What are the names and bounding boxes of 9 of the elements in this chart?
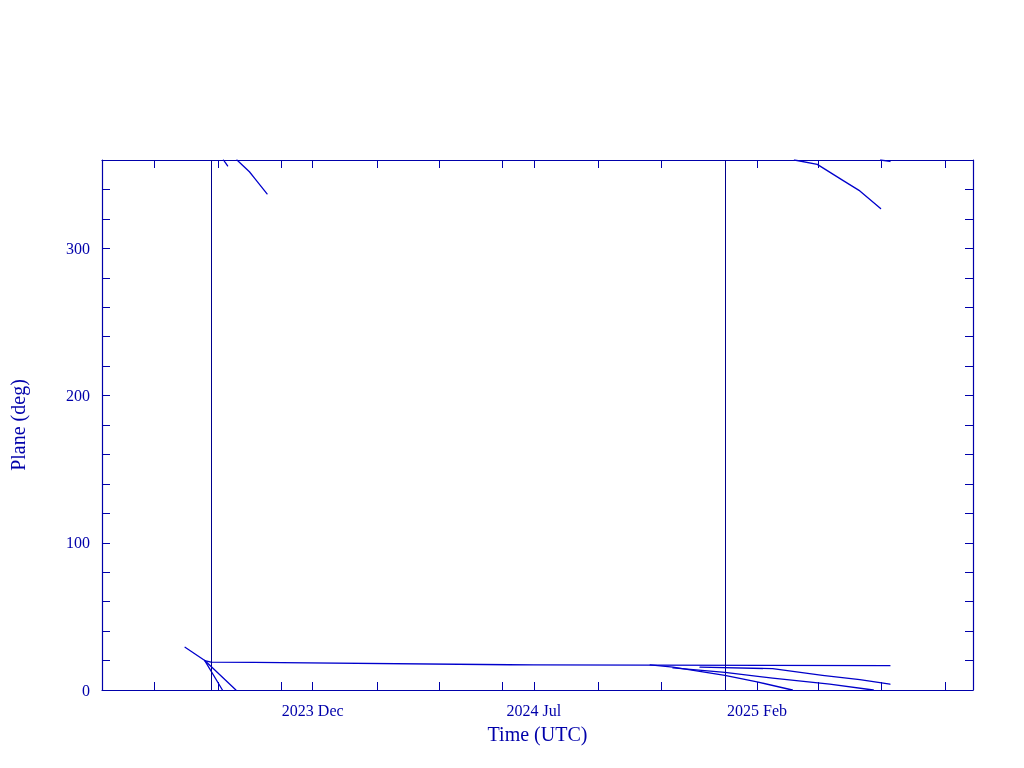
y-tick-label: 100 <box>66 534 90 552</box>
y-axis-title: Plane (deg) <box>7 379 30 471</box>
x-axis-title: Time (UTC) <box>487 723 588 746</box>
y-tick-label: 300 <box>66 239 90 257</box>
y-tick-label: 0 <box>82 681 90 699</box>
y-tick-label: 200 <box>66 387 90 405</box>
x-tick-label: 2024 Jul <box>506 701 562 719</box>
x-tick-label: 2025 Feb <box>727 701 788 719</box>
x-tick-label: 2023 Dec <box>281 701 344 719</box>
